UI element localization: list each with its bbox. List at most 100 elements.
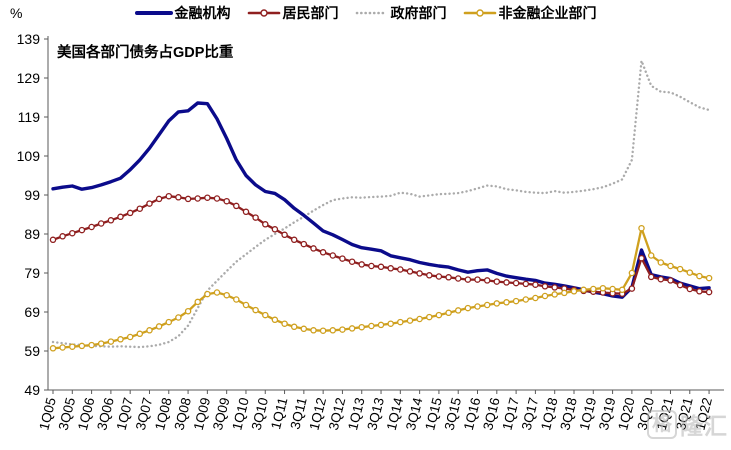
series-marker-居民部门 bbox=[204, 194, 211, 201]
legend-label-nonfinancial-corporate: 非金融企业部门 bbox=[498, 5, 597, 21]
series-marker-居民部门 bbox=[184, 195, 192, 203]
series-marker-居民部门 bbox=[705, 288, 713, 296]
series-政府部门 bbox=[51, 59, 711, 349]
series-marker-居民部门 bbox=[146, 200, 153, 207]
y-tick-label: 79 bbox=[24, 265, 40, 281]
series-marker-非金融企业部门 bbox=[503, 299, 510, 306]
series-marker-居民部门 bbox=[271, 226, 279, 233]
series-marker-居民部门 bbox=[310, 245, 317, 252]
series-marker-非金融企业部门 bbox=[551, 291, 558, 298]
series-marker-非金融企业部门 bbox=[300, 325, 308, 333]
series-marker-居民部门 bbox=[165, 192, 173, 200]
series-marker-居民部门 bbox=[551, 284, 558, 291]
series-marker-非金融企业部门 bbox=[406, 317, 414, 324]
series-marker-非金融企业部门 bbox=[136, 330, 144, 338]
legend-item-household-sector[interactable]: 居民部门 bbox=[247, 3, 339, 23]
series-marker-居民部门 bbox=[532, 281, 539, 288]
series-marker-非金融企业部门 bbox=[483, 301, 491, 309]
series-marker-非金融企业部门 bbox=[281, 320, 288, 327]
y-tick-label: 129 bbox=[17, 70, 41, 86]
series-marker-非金融企业部门 bbox=[686, 269, 694, 276]
series-marker-居民部门 bbox=[155, 195, 163, 203]
series-marker-非金融企业部门 bbox=[377, 321, 385, 329]
series-marker-非金融企业部门 bbox=[618, 286, 626, 294]
series-marker-居民部门 bbox=[638, 254, 645, 262]
series-marker-非金融企业部门 bbox=[570, 288, 578, 295]
series-marker-居民部门 bbox=[88, 223, 95, 231]
series-marker-非金融企业部门 bbox=[146, 327, 153, 334]
series-marker-非金融企业部门 bbox=[638, 224, 645, 232]
series-marker-非金融企业部门 bbox=[522, 296, 530, 303]
series-marker-非金融企业部门 bbox=[676, 265, 684, 273]
legend-swatch-financial-institutions bbox=[134, 11, 173, 15]
series-marker-居民部门 bbox=[454, 275, 462, 282]
series-marker-居民部门 bbox=[435, 273, 443, 280]
series-marker-非金融企业部门 bbox=[97, 340, 105, 347]
series-marker-居民部门 bbox=[69, 229, 76, 237]
series-marker-居民部门 bbox=[512, 279, 520, 287]
series-marker-非金融企业部门 bbox=[657, 259, 665, 266]
series-marker-非金融企业部门 bbox=[493, 300, 501, 307]
series-marker-居民部门 bbox=[223, 197, 230, 205]
series-marker-居民部门 bbox=[348, 258, 356, 265]
series-marker-非金融企业部门 bbox=[358, 323, 365, 331]
series-marker-居民部门 bbox=[474, 276, 481, 283]
series-marker-非金融企业部门 bbox=[49, 345, 57, 352]
series-marker-居民部门 bbox=[233, 202, 240, 210]
series-marker-居民部门 bbox=[290, 236, 298, 244]
y-tick-label: 139 bbox=[17, 31, 41, 47]
series-marker-非金融企业部门 bbox=[580, 286, 587, 294]
series-marker-居民部门 bbox=[213, 195, 221, 202]
series-marker-非金融企业部门 bbox=[667, 262, 674, 270]
series-marker-居民部门 bbox=[493, 278, 501, 285]
series-marker-居民部门 bbox=[175, 194, 182, 201]
series-marker-非金融企业部门 bbox=[454, 307, 462, 314]
series-marker-非金融企业部门 bbox=[233, 296, 240, 303]
series-marker-非金融企业部门 bbox=[204, 290, 211, 298]
series-居民部门 bbox=[49, 192, 713, 297]
y-tick-label: 109 bbox=[17, 148, 41, 164]
series-marker-非金融企业部门 bbox=[397, 318, 404, 326]
series-marker-居民部门 bbox=[59, 233, 66, 240]
series-marker-居民部门 bbox=[319, 249, 327, 256]
series-marker-居民部门 bbox=[117, 213, 124, 221]
series-marker-居民部门 bbox=[262, 221, 269, 228]
series-marker-居民部门 bbox=[406, 268, 414, 275]
series-marker-非金融企业部门 bbox=[310, 327, 317, 334]
series-marker-居民部门 bbox=[667, 277, 674, 284]
series-marker-居民部门 bbox=[464, 276, 472, 283]
series-marker-非金融企业部门 bbox=[474, 303, 481, 310]
legend-item-financial-institutions[interactable]: 金融机构 bbox=[134, 3, 231, 23]
series-marker-非金融企业部门 bbox=[435, 311, 443, 319]
y-tick-label: 89 bbox=[24, 226, 40, 242]
legend-swatch-household-sector bbox=[247, 9, 280, 17]
series-marker-非金融企业部门 bbox=[705, 274, 713, 282]
series-marker-居民部门 bbox=[397, 266, 404, 273]
legend-marker-sample bbox=[259, 9, 268, 17]
series-marker-居民部门 bbox=[647, 273, 655, 281]
series-marker-非金融企业部门 bbox=[445, 309, 452, 317]
series-marker-非金融企业部门 bbox=[262, 311, 269, 319]
series-marker-非金融企业部门 bbox=[126, 333, 134, 341]
series-marker-非金融企业部门 bbox=[628, 269, 636, 277]
series-marker-居民部门 bbox=[676, 281, 684, 289]
series-marker-居民部门 bbox=[49, 236, 57, 244]
series-marker-非金融企业部门 bbox=[368, 322, 375, 330]
series-marker-非金融企业部门 bbox=[165, 318, 173, 326]
series-marker-居民部门 bbox=[368, 262, 375, 270]
series-marker-非金融企业部门 bbox=[329, 327, 337, 334]
x-tick-label: 1Q22 bbox=[692, 396, 715, 432]
series-marker-非金融企业部门 bbox=[647, 252, 655, 259]
series-marker-非金融企业部门 bbox=[464, 304, 472, 312]
series-marker-非金融企业部门 bbox=[532, 294, 539, 302]
series-marker-非金融企业部门 bbox=[175, 314, 182, 321]
series-marker-非金融企业部门 bbox=[117, 336, 124, 343]
series-marker-居民部门 bbox=[97, 220, 105, 227]
legend-label-household-sector: 居民部门 bbox=[282, 5, 339, 21]
series-marker-非金融企业部门 bbox=[426, 313, 433, 321]
chart-title: 美国各部门债务占GDP比重 bbox=[57, 45, 234, 61]
legend-item-nonfinancial-corporate[interactable]: 非金融企业部门 bbox=[463, 3, 597, 23]
series-marker-居民部门 bbox=[522, 280, 530, 288]
series-marker-非金融企业部门 bbox=[290, 323, 298, 331]
legend-item-government-sector[interactable]: 政府部门 bbox=[355, 3, 447, 23]
